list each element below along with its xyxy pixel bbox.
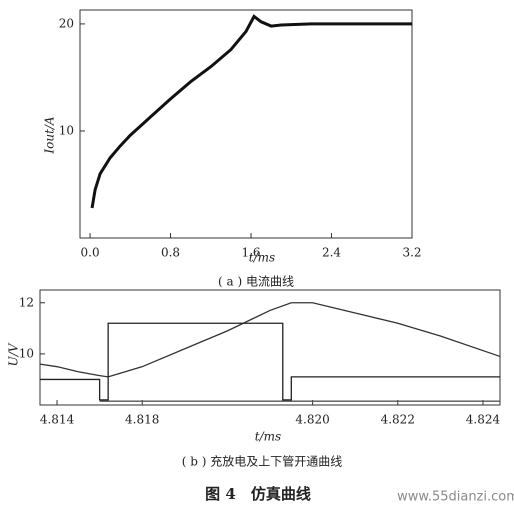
figure-caption: 图 4 仿真曲线 <box>205 485 311 503</box>
x-tick-label: 0.8 <box>161 246 180 260</box>
x-tick-label: 4.820 <box>295 413 329 427</box>
chart-caption: ( b ) 充放电及上下管开通曲线 <box>182 454 343 469</box>
y-tick-label: 10 <box>59 123 74 137</box>
y-tick-label: 10 <box>19 346 34 360</box>
x-tick-label: 4.814 <box>40 413 75 427</box>
y-tick-label: 20 <box>59 16 74 30</box>
x-axis-label: t/ms <box>255 430 281 444</box>
plot-frame <box>79 9 413 239</box>
y-axis-label: U/V <box>7 342 21 366</box>
watermark: www.55dianzi.com <box>397 490 514 505</box>
data-line <box>90 14 412 209</box>
x-tick-label: 2.4 <box>322 246 341 260</box>
x-tick-label: 3.2 <box>402 246 421 260</box>
x-tick-label: 1.6 <box>241 246 260 260</box>
x-tick-label: 4.824 <box>466 413 501 427</box>
plot-frame <box>39 289 501 406</box>
x-tick-label: 4.818 <box>125 413 159 427</box>
x-tick-label: 4.822 <box>381 413 415 427</box>
y-tick-label: 12 <box>19 295 34 309</box>
x-tick-label: 0.0 <box>81 246 100 260</box>
x-axis-label: t/ms <box>249 251 275 265</box>
chart-caption: ( a ) 电流曲线 <box>218 275 294 289</box>
data-line <box>40 322 500 401</box>
data-line <box>39 302 501 378</box>
y-axis-label: Iout/A <box>43 116 57 155</box>
